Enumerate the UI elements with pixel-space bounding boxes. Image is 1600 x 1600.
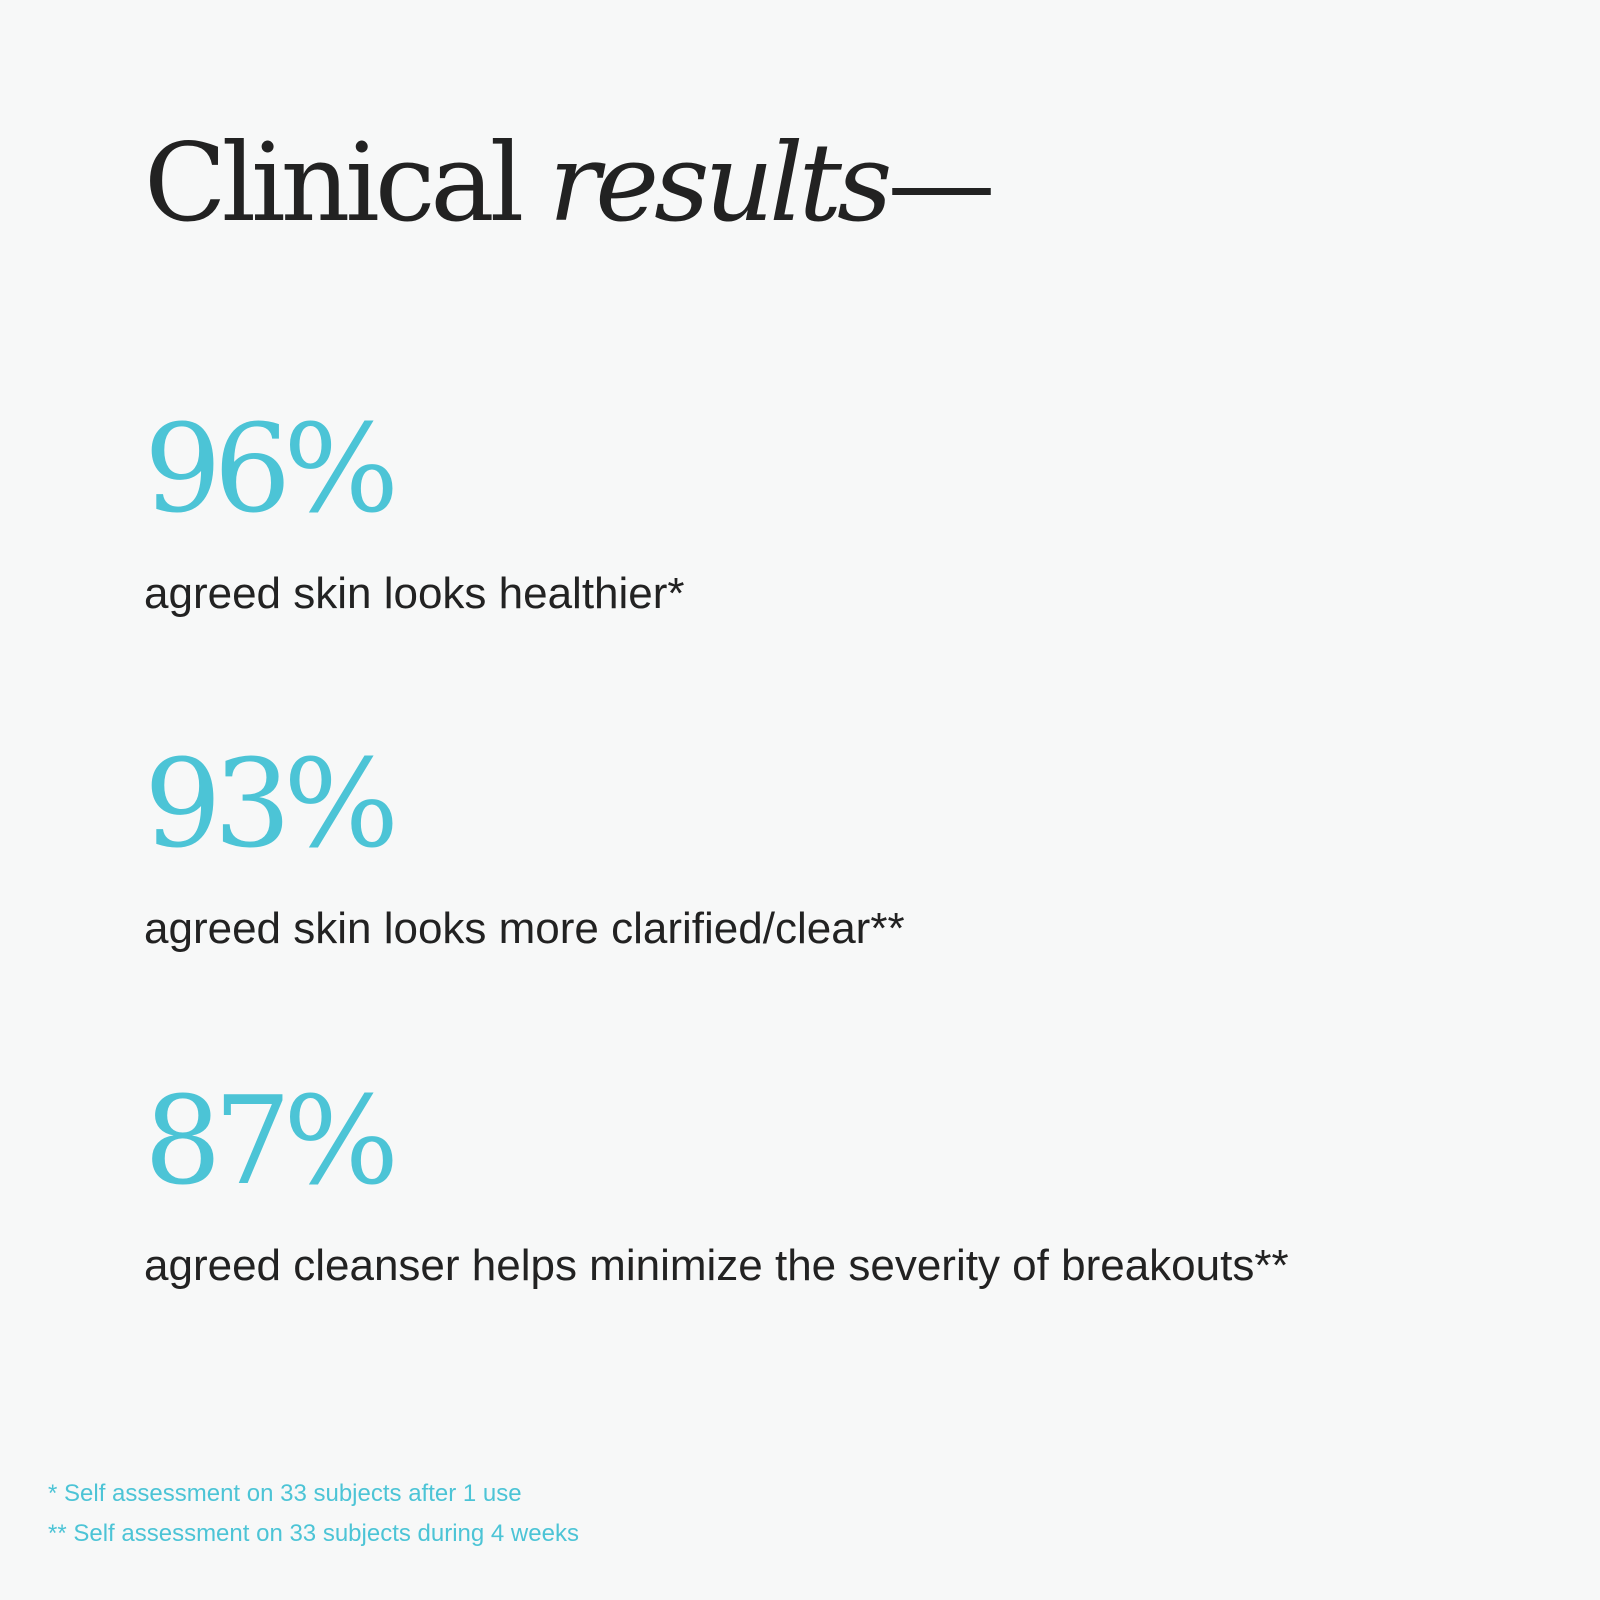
title-dash: —	[887, 121, 995, 246]
stat-description: agreed cleanser helps minimize the sever…	[144, 1241, 1289, 1290]
stat-description: agreed skin looks healthier*	[144, 569, 685, 618]
stat-percentage: 93%	[144, 733, 399, 875]
footnotes: * Self assessment on 33 subjects after 1…	[48, 1474, 579, 1554]
stat-percentage: 87%	[144, 1070, 399, 1212]
stat-block-clarified: 93% agreed skin looks more clarified/cle…	[144, 743, 1544, 953]
title-italic-word: results	[548, 121, 893, 246]
page-title: Clinical results—	[144, 130, 995, 238]
stat-percentage: 96%	[144, 398, 399, 540]
stat-block-breakouts: 87% agreed cleanser helps minimize the s…	[144, 1080, 1544, 1290]
stat-block-healthier: 96% agreed skin looks healthier*	[144, 408, 1544, 618]
title-regular-word: Clinical	[144, 121, 524, 246]
footnote-single-asterisk: * Self assessment on 33 subjects after 1…	[48, 1480, 522, 1507]
footnote-double-asterisk: ** Self assessment on 33 subjects during…	[48, 1520, 579, 1547]
stat-description: agreed skin looks more clarified/clear**	[144, 904, 905, 953]
